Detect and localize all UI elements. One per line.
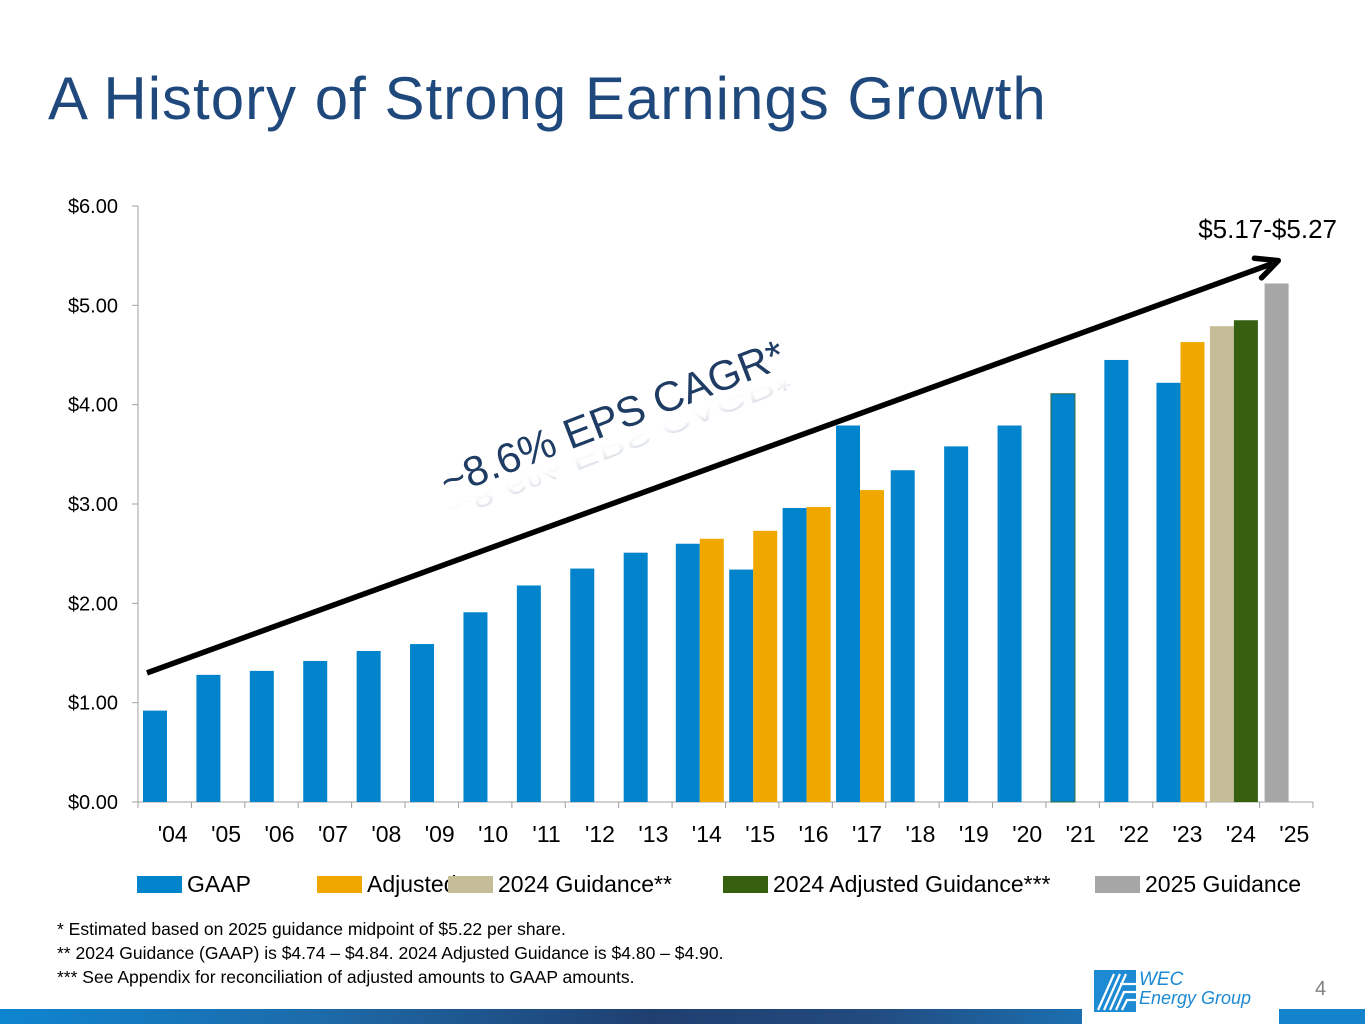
- x-tick-label: '12: [585, 821, 615, 847]
- legend-item: 2024 Guidance**: [448, 871, 672, 898]
- wec-logo-icon: [1094, 970, 1136, 1012]
- bar-gaap-15: [729, 569, 754, 802]
- x-tick-label: '24: [1226, 821, 1256, 847]
- x-tick-label: '05: [211, 821, 241, 847]
- legend-item: GAAP: [137, 871, 251, 898]
- guidance-range-label: $5.17-$5.27: [1198, 214, 1337, 244]
- bar-gaap-17: [836, 425, 861, 802]
- bar-gaap-23: [1156, 382, 1181, 802]
- legend-item: 2025 Guidance: [1095, 871, 1301, 898]
- bar-adjusted-17: [860, 490, 885, 802]
- x-axis: '04 '05 '06 '07 '08 '09 '10 '11 '12 '13 '14 '15 '16 '…: [137, 801, 1314, 847]
- x-tick-label: '08: [371, 821, 401, 847]
- x-tick-label: '22: [1119, 821, 1149, 847]
- bar-gaap-04: [143, 710, 167, 802]
- bar-gaap-11: [516, 585, 541, 802]
- x-tick-label: '20: [1012, 821, 1042, 847]
- trend-arrow-line: [146, 261, 1274, 676]
- legend-swatch: [448, 876, 493, 893]
- bar-gaap-06: [249, 670, 274, 802]
- eps-bar-chart: $0.00$1.00$2.00$3.00$4.00$5.00$6.00 '04 '…: [68, 196, 1337, 847]
- x-tick-label: '18: [905, 821, 935, 847]
- legend-label: GAAP: [187, 871, 251, 897]
- bar-gaap-12: [570, 568, 595, 802]
- page-number: 4: [1315, 978, 1327, 1000]
- bar-gaap-09: [410, 644, 435, 802]
- bar-gaap-14: [675, 543, 700, 802]
- x-tick-label: '04: [158, 821, 188, 847]
- x-tick-label: '13: [638, 821, 668, 847]
- trend-arrow-head: [1251, 255, 1282, 281]
- legend-label: 2024 Adjusted Guidance***: [773, 871, 1051, 897]
- y-tick-label: $4.00: [68, 395, 118, 417]
- slide-title: A History of Strong Earnings Growth: [48, 65, 1047, 132]
- cagr-label: ~8.6% EPS CAGR*: [433, 331, 791, 506]
- y-tick-label: $5.00: [68, 295, 118, 317]
- footnote-1: * Estimated based on 2025 guidance midpo…: [57, 919, 566, 939]
- logo-energy-group-text: Energy Group: [1139, 988, 1252, 1008]
- bar-gaap-21: [1050, 393, 1076, 803]
- bar-adjusted-15: [753, 530, 778, 802]
- bar-adjusted-16: [806, 506, 831, 802]
- legend-swatch: [317, 876, 362, 893]
- footnote-2: ** 2024 Guidance (GAAP) is $4.74 – $4.84…: [57, 943, 724, 963]
- x-tick-label: '10: [478, 821, 508, 847]
- footer-bar: [0, 1009, 1082, 1024]
- legend-swatch: [137, 876, 182, 893]
- y-tick-label: $1.00: [68, 693, 118, 715]
- bar-gaap-20: [997, 425, 1022, 802]
- legend-label: 2025 Guidance: [1145, 871, 1302, 897]
- y-tick-label: $0.00: [68, 792, 118, 814]
- bar-adjusted-14: [699, 538, 724, 802]
- footnote-3: *** See Appendix for reconciliation of a…: [57, 967, 635, 987]
- x-tick-label: '14: [692, 821, 722, 847]
- x-tick-label: '06: [265, 821, 295, 847]
- bar-gaap-22: [1104, 359, 1129, 802]
- logo-wec-text: WEC: [1139, 969, 1184, 990]
- bar-adjusted-23: [1180, 342, 1205, 802]
- bars: [143, 283, 1289, 803]
- x-tick-label: '23: [1172, 821, 1202, 847]
- x-tick-label: '19: [959, 821, 989, 847]
- x-tick-label: '15: [745, 821, 775, 847]
- wec-logo: WEC Energy Group: [1094, 968, 1264, 1016]
- footer-bar-right: [1279, 1009, 1365, 1024]
- x-tick-label: '25: [1279, 821, 1309, 847]
- bar-gaap-16: [782, 507, 807, 802]
- bar-2024-adjusted-guidance-24: [1233, 320, 1258, 802]
- x-tick-label: '16: [799, 821, 829, 847]
- y-tick-label: $6.00: [68, 196, 118, 218]
- bar-gaap-18: [890, 470, 915, 802]
- bar-gaap-08: [356, 651, 381, 802]
- bar-gaap-10: [463, 612, 488, 802]
- footnotes: * Estimated based on 2025 guidance midpo…: [57, 917, 723, 989]
- legend-item: 2024 Adjusted Guidance***: [723, 871, 1051, 898]
- x-tick-label: '07: [318, 821, 348, 847]
- bar-gaap-19: [944, 446, 969, 802]
- legend-swatch: [723, 876, 768, 893]
- bar-gaap-13: [623, 552, 648, 802]
- legend-swatch: [1095, 876, 1140, 893]
- x-tick-label: '09: [425, 821, 455, 847]
- x-tick-label: '21: [1066, 821, 1096, 847]
- y-tick-label: $3.00: [68, 494, 118, 516]
- bar-2024-guidance-24: [1209, 326, 1234, 802]
- bar-gaap-05: [196, 674, 221, 802]
- x-tick-label: '17: [852, 821, 882, 847]
- y-tick-label: $2.00: [68, 593, 118, 615]
- bar-2025-guidance-25: [1264, 283, 1289, 803]
- bar-gaap-07: [303, 660, 328, 802]
- x-tick-label: '11: [532, 821, 560, 847]
- legend-label: 2024 Guidance**: [498, 871, 672, 897]
- y-axis: $0.00 $1.00 $2.00 $3.00 $4.00 $5.00 $6.00: [68, 196, 139, 814]
